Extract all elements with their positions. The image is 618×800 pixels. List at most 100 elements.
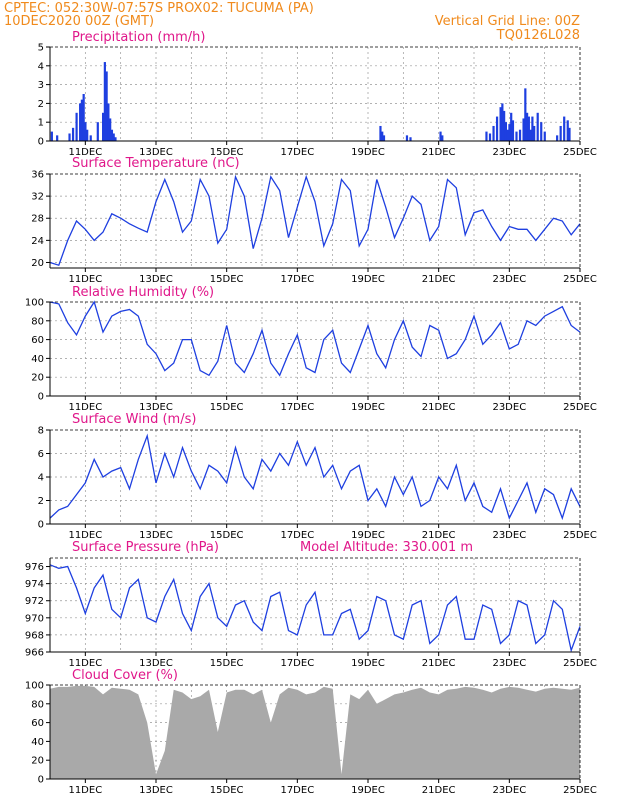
wind-ytick-label: 2 (38, 496, 44, 507)
wind-ytick-label: 6 (38, 449, 44, 460)
precip-xtick-label: 15DEC (210, 147, 244, 158)
humidity-ytick-label: 100 (25, 298, 44, 309)
precip-bar (109, 118, 112, 141)
cloud-ytick-label: 40 (31, 737, 44, 748)
humidity-xtick-label: 13DEC (139, 402, 173, 413)
precip-bar (536, 112, 539, 141)
precip-xtick-label: 21DEC (422, 147, 456, 158)
precip-bar (103, 62, 106, 141)
cloud-xtick-label: 19DEC (351, 785, 385, 796)
temperature-ytick-label: 28 (31, 214, 44, 225)
precip-bar (405, 135, 409, 141)
precip-bar (518, 129, 522, 141)
cloud-xtick-label: 25DEC (563, 785, 597, 796)
precip-xtick-label: 17DEC (280, 147, 314, 158)
humidity-xtick-label: 21DEC (422, 402, 456, 413)
precip-bar (526, 112, 529, 141)
precip-xtick-label: 25DEC (563, 147, 597, 158)
wind-series-line (49, 433, 581, 521)
precip-ytick-label: 2 (38, 99, 44, 110)
precip-bar (84, 122, 87, 141)
precip-bar (527, 116, 530, 141)
precip-bar (533, 125, 536, 141)
precip-bar (75, 112, 78, 141)
header-model-code: TQ0126L028 (496, 28, 580, 43)
precip-xtick-label: 19DEC (351, 147, 385, 158)
precip-bar (492, 125, 495, 141)
precip-xtick-label: 23DEC (492, 147, 526, 158)
precip-bar (50, 131, 53, 141)
humidity-series-line (49, 300, 581, 377)
pressure-panel: 966 968 970 972 974 976 11DEC 13DEC 15DEC 17DEC 19… (25, 557, 597, 669)
precip-bar (543, 131, 546, 141)
precip-bar (503, 110, 506, 141)
precip-bar (105, 71, 108, 141)
precip-bar (495, 116, 499, 141)
pressure-ytick-label: 970 (25, 613, 44, 624)
pressure-xtick-label: 13DEC (139, 658, 173, 669)
precip-bar (511, 120, 515, 141)
precip-bar (501, 103, 504, 141)
humidity-title: Relative Humidity (%) (72, 285, 214, 300)
precip-bar (441, 135, 444, 141)
wind-xtick-label: 23DEC (492, 530, 526, 541)
precip-ytick-label: 1 (38, 118, 44, 129)
temperature-xtick-label: 25DEC (563, 274, 597, 285)
precip-bar (510, 112, 513, 141)
pressure-xtick-label: 19DEC (351, 658, 385, 669)
wind-xtick-label: 11DEC (68, 530, 102, 541)
cloud-ytick-label: 20 (31, 756, 44, 767)
cloud-title: Cloud Cover (%) (72, 668, 178, 683)
wind-title: Surface Wind (m/s) (72, 412, 196, 427)
wind-xtick-label: 13DEC (139, 530, 173, 541)
precip-bar (110, 129, 114, 141)
wind-ytick-label: 8 (38, 426, 44, 437)
wind-xtick-label: 15DEC (210, 530, 244, 541)
precip-bar (568, 127, 571, 141)
cloud-xtick-label: 17DEC (280, 785, 314, 796)
wind-xtick-label: 19DEC (351, 530, 385, 541)
humidity-ytick-label: 0 (38, 392, 44, 403)
precip-bar (379, 125, 382, 141)
cloud-xtick-label: 15DEC (210, 785, 244, 796)
temperature-xtick-label: 19DEC (351, 274, 385, 285)
precip-bar (499, 107, 502, 141)
precip-bar (409, 137, 412, 141)
temperature-panel: 20 24 28 32 36 11DEC 13DEC 15DEC 17DEC 19DEC 21DEC… (31, 170, 597, 286)
precip-bar (488, 133, 492, 141)
pressure-series-line (49, 564, 581, 653)
precip-bar (506, 129, 509, 141)
humidity-xtick-label: 19DEC (351, 402, 385, 413)
temperature-xtick-label: 23DEC (492, 274, 526, 285)
precip-bar (508, 124, 511, 141)
header-date: 10DEC2020 00Z (GMT) (4, 14, 154, 29)
humidity-ytick-label: 80 (31, 316, 44, 327)
humidity-xtick-label: 15DEC (210, 402, 244, 413)
precip-bar (112, 133, 115, 141)
precip-bar (563, 116, 566, 141)
precip-bar (102, 112, 105, 141)
pressure-ytick-label: 966 (25, 648, 44, 659)
precip-bar (556, 135, 559, 141)
precip-bar (71, 127, 75, 141)
cloud-ytick-label: 100 (25, 681, 44, 692)
cloud-area-fill (50, 685, 580, 779)
precip-bar (540, 122, 543, 141)
precip-bar (56, 135, 59, 141)
wind-xtick-label: 17DEC (280, 530, 314, 541)
pressure-ytick-label: 968 (25, 630, 44, 641)
precip-bar (504, 122, 507, 141)
temperature-ytick-label: 24 (31, 236, 44, 247)
temperature-ytick-label: 32 (31, 192, 44, 203)
cloud-xtick-label: 23DEC (492, 785, 526, 796)
pressure-title: Surface Pressure (hPa) (72, 540, 219, 555)
cloud-panel: 0 20 40 60 80 100 11DEC 13DEC 15DEC 17DEC 19DEC 21D… (25, 681, 597, 797)
humidity-ytick-label: 60 (31, 335, 44, 346)
precip-bar (86, 129, 89, 141)
temperature-title: Surface Temperature (nC) (72, 156, 240, 171)
temperature-xtick-label: 17DEC (280, 274, 314, 285)
humidity-xtick-label: 17DEC (280, 402, 314, 413)
pressure-ytick-label: 976 (25, 562, 44, 573)
header-grid-line: Vertical Grid Line: 00Z (435, 14, 580, 29)
